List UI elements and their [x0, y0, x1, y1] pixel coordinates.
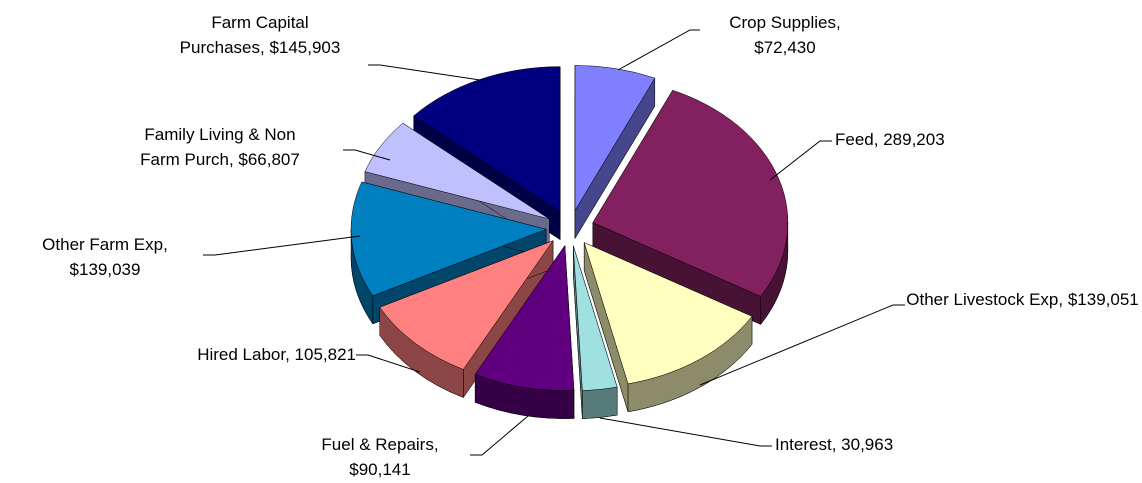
category-name: Hired Labor — [197, 345, 286, 364]
leader-line — [599, 417, 772, 447]
label-box: Farm Capital Purchases, $145,903 — [170, 10, 350, 60]
slice-top — [583, 242, 753, 385]
value-label: 289,203 — [883, 130, 945, 149]
data-label: Farm Capital Purchases, $145,903 — [170, 10, 350, 60]
data-label: Interest, 30,963 — [775, 432, 1095, 457]
data-label: Feed, 289,203 — [835, 127, 1142, 152]
slice-top — [474, 244, 575, 391]
label-separator: , — [259, 38, 270, 57]
label-box: Interest, 30,963 — [775, 432, 1095, 457]
slice-top — [592, 89, 789, 297]
data-label: Other Livestock Exp, $139,051 — [905, 287, 1140, 312]
label-separator: , — [163, 235, 173, 254]
slice-top — [573, 245, 618, 391]
pie-slice — [379, 239, 554, 399]
value-label: $145,903 — [269, 38, 341, 57]
label-box: Feed, 289,203 — [835, 127, 1142, 152]
leader-line — [343, 149, 391, 161]
leader-line — [368, 64, 481, 81]
category-name: Other Livestock Exp — [906, 290, 1059, 309]
slice-top — [364, 122, 550, 220]
label-separator: , — [836, 13, 846, 32]
value-label: $72,430 — [754, 38, 816, 57]
category-name: Interest — [775, 435, 832, 454]
slice-top — [379, 240, 554, 370]
data-label: Family Living & Non Farm Purch, $66,807 — [130, 122, 310, 172]
data-label: Hired Labor, 105,821 — [110, 342, 356, 367]
slice-side — [582, 386, 618, 419]
leader-line — [470, 415, 529, 456]
leader-line — [203, 235, 361, 256]
category-name: Fuel & Repairs — [321, 435, 434, 454]
category-name: Crop Supplies — [729, 13, 837, 32]
label-separator: , — [873, 130, 884, 149]
category-name: Farm Capital Purchases — [179, 13, 309, 57]
pie-slice — [583, 242, 753, 413]
label-separator: , — [285, 345, 295, 364]
slice-top — [350, 181, 547, 297]
label-separator: , — [831, 435, 842, 454]
label-box: Fuel & Repairs, $90,141 — [300, 432, 460, 482]
value-label: $66,807 — [238, 150, 300, 169]
label-separator: , — [433, 435, 444, 454]
label-box: Crop Supplies, $72,430 — [710, 10, 860, 60]
pie-slice — [592, 89, 789, 326]
label-box: Other Farm Exp, $139,039 — [5, 232, 205, 282]
value-label: $139,051 — [1067, 290, 1139, 309]
leader-line — [356, 354, 421, 373]
pie-slice — [573, 245, 618, 419]
category-name: Feed — [835, 130, 874, 149]
pie-slice — [474, 244, 575, 419]
data-label: Other Farm Exp, $139,039 — [5, 232, 205, 282]
leader-line — [617, 29, 700, 71]
pie-slice — [574, 65, 656, 240]
value-label: 30,963 — [841, 435, 894, 454]
label-box: Hired Labor, 105,821 — [110, 342, 356, 367]
value-label: $139,039 — [69, 260, 141, 279]
value-label: $90,141 — [349, 460, 411, 479]
label-box: Family Living & Non Farm Purch, $66,807 — [130, 122, 310, 172]
label-separator: , — [1058, 290, 1068, 309]
category-name: Family Living & Non Farm Purch — [140, 125, 296, 169]
data-label: Crop Supplies, $72,430 — [710, 10, 860, 60]
label-box: Other Livestock Exp, $139,051 — [905, 287, 1140, 312]
category-name: Other Farm Exp — [42, 235, 164, 254]
leader-line — [699, 304, 905, 386]
value-label: 105,821 — [294, 345, 356, 364]
slice-top — [574, 65, 656, 212]
label-separator: , — [228, 150, 239, 169]
data-label: Fuel & Repairs, $90,141 — [300, 432, 460, 482]
leader-line — [769, 140, 832, 181]
